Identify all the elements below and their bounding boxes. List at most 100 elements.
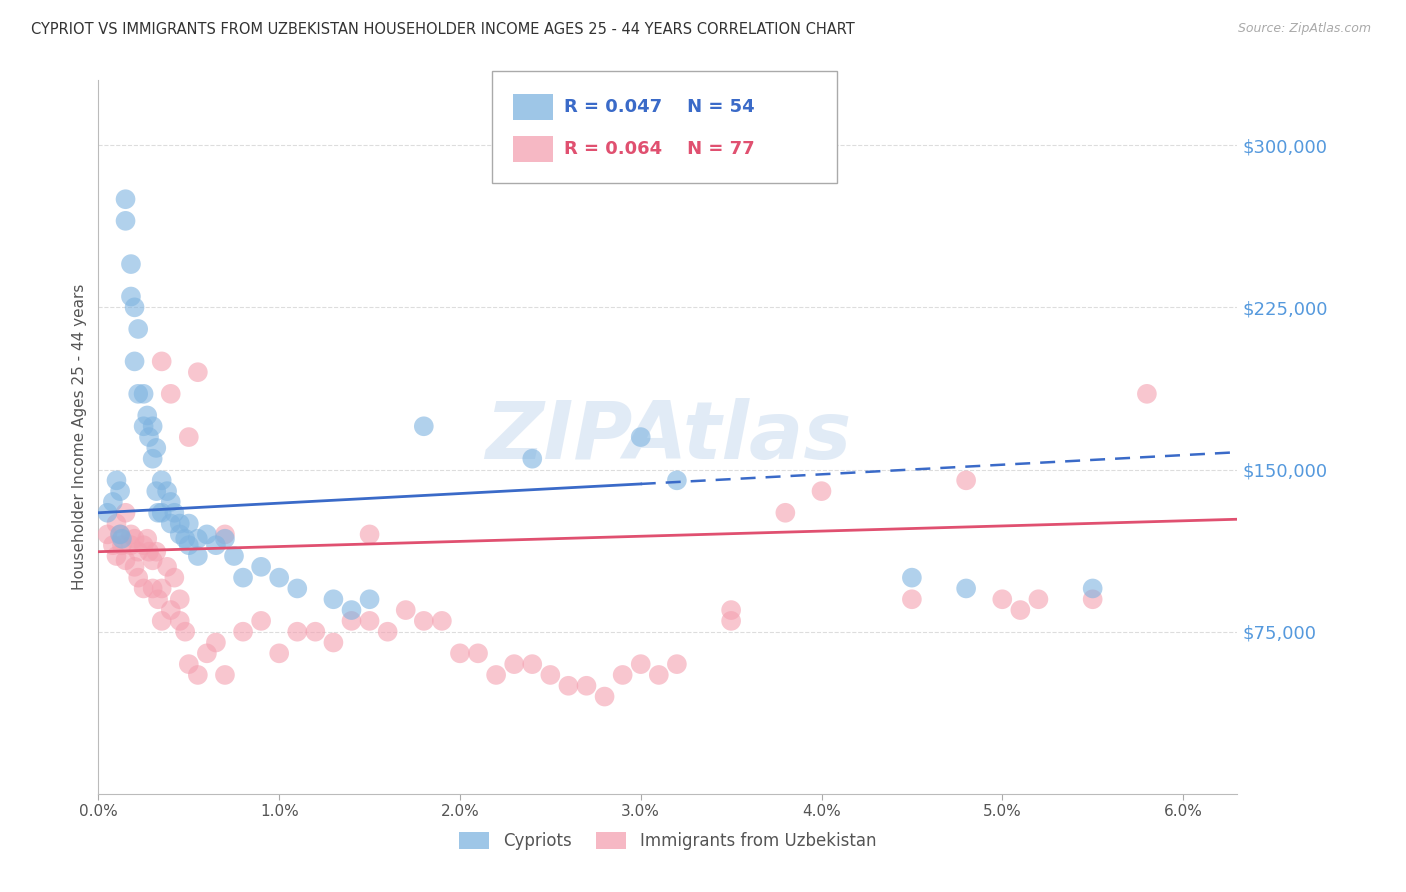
Point xyxy=(285,582,308,596)
Point xyxy=(132,387,155,401)
Point xyxy=(648,668,671,682)
Point xyxy=(232,624,254,639)
Point xyxy=(132,419,155,434)
Point xyxy=(101,538,124,552)
Point xyxy=(138,544,160,558)
Point xyxy=(322,635,344,649)
Point xyxy=(214,532,236,546)
Text: CYPRIOT VS IMMIGRANTS FROM UZBEKISTAN HOUSEHOLDER INCOME AGES 25 - 44 YEARS CORR: CYPRIOT VS IMMIGRANTS FROM UZBEKISTAN HO… xyxy=(31,22,855,37)
Point xyxy=(1081,592,1104,607)
Point xyxy=(222,549,245,563)
Point xyxy=(96,506,118,520)
Point xyxy=(145,544,167,558)
Point xyxy=(142,451,165,466)
Point xyxy=(146,506,169,520)
Point xyxy=(991,592,1014,607)
Point xyxy=(177,430,200,444)
Point xyxy=(142,553,165,567)
Point xyxy=(1010,603,1032,617)
Point xyxy=(304,624,326,639)
Point xyxy=(187,668,209,682)
Point xyxy=(214,668,236,682)
Point xyxy=(174,532,197,546)
Point xyxy=(111,532,134,546)
Point xyxy=(901,592,924,607)
Point xyxy=(720,603,742,617)
Point xyxy=(250,614,273,628)
Point xyxy=(612,668,634,682)
Point xyxy=(720,614,742,628)
Point xyxy=(105,516,128,531)
Point xyxy=(108,484,131,499)
Point xyxy=(127,387,149,401)
Point xyxy=(127,571,149,585)
Point xyxy=(810,484,832,499)
Point xyxy=(232,571,254,585)
Point xyxy=(108,527,131,541)
Point xyxy=(174,624,197,639)
Text: Source: ZipAtlas.com: Source: ZipAtlas.com xyxy=(1237,22,1371,36)
Point xyxy=(132,538,155,552)
Point xyxy=(156,484,179,499)
Point xyxy=(108,527,131,541)
Point xyxy=(593,690,616,704)
Point xyxy=(665,657,688,672)
Point xyxy=(340,603,363,617)
Point xyxy=(101,495,124,509)
Point xyxy=(269,571,291,585)
Point xyxy=(124,301,146,315)
Point xyxy=(630,657,652,672)
Point xyxy=(138,430,160,444)
Point xyxy=(395,603,418,617)
Point xyxy=(124,532,146,546)
Point xyxy=(538,668,561,682)
Point xyxy=(159,603,181,617)
Point xyxy=(136,409,159,423)
Text: ZIPAtlas: ZIPAtlas xyxy=(485,398,851,476)
Point xyxy=(1136,387,1159,401)
Point xyxy=(159,516,181,531)
Point xyxy=(111,538,134,552)
Point xyxy=(557,679,579,693)
Point xyxy=(430,614,453,628)
Point xyxy=(114,192,136,206)
Point xyxy=(169,614,191,628)
Point xyxy=(105,549,128,563)
Point xyxy=(503,657,526,672)
Point xyxy=(142,582,165,596)
Point xyxy=(132,582,155,596)
Point xyxy=(187,532,209,546)
Point xyxy=(146,592,169,607)
Point xyxy=(150,354,173,368)
Point xyxy=(114,214,136,228)
Point xyxy=(449,646,471,660)
Point xyxy=(136,532,159,546)
Y-axis label: Householder Income Ages 25 - 44 years: Householder Income Ages 25 - 44 years xyxy=(72,284,87,591)
Point xyxy=(630,430,652,444)
Point xyxy=(105,473,128,487)
Text: R = 0.047    N = 54: R = 0.047 N = 54 xyxy=(564,98,755,116)
Point xyxy=(485,668,508,682)
Point xyxy=(163,506,186,520)
Point xyxy=(359,527,381,541)
Point xyxy=(159,495,181,509)
Point xyxy=(96,527,118,541)
Point xyxy=(1081,582,1104,596)
Point xyxy=(195,646,218,660)
Point xyxy=(124,559,146,574)
Point xyxy=(124,354,146,368)
Point xyxy=(522,451,544,466)
Point xyxy=(412,419,434,434)
Point xyxy=(195,527,218,541)
Point xyxy=(156,559,179,574)
Point xyxy=(340,614,363,628)
Point xyxy=(163,571,186,585)
Point xyxy=(205,635,228,649)
Point xyxy=(114,506,136,520)
Point xyxy=(955,582,977,596)
Point xyxy=(214,527,236,541)
Point xyxy=(150,506,173,520)
Point xyxy=(187,549,209,563)
Point xyxy=(145,441,167,455)
Point xyxy=(177,516,200,531)
